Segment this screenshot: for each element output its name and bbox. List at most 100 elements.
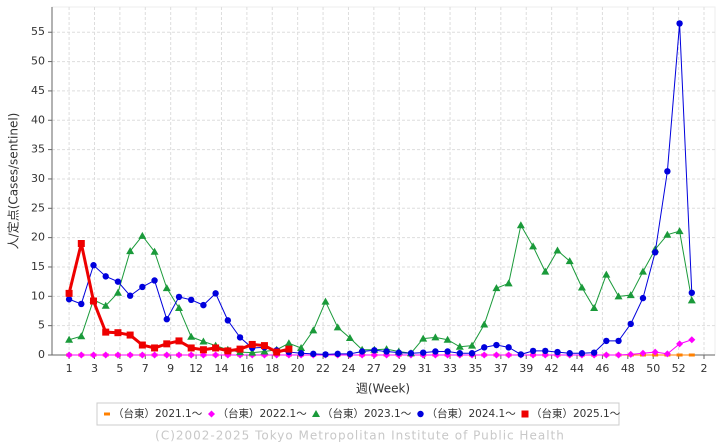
- x-tick-label: 37: [494, 362, 508, 375]
- x-tick-label: 3: [91, 362, 98, 375]
- marker: [651, 249, 659, 256]
- marker: [151, 351, 159, 359]
- marker: [626, 291, 635, 299]
- x-tick-label: 16: [240, 362, 254, 375]
- marker: [236, 334, 244, 341]
- x-tick-label: 7: [142, 362, 149, 375]
- marker: [480, 351, 488, 359]
- series-line: [69, 339, 692, 356]
- marker: [602, 270, 611, 278]
- x-tick-label: 29: [392, 362, 406, 375]
- y-tick-label: 30: [31, 172, 45, 185]
- marker: [200, 301, 207, 309]
- marker: [138, 351, 146, 359]
- marker: [163, 316, 170, 323]
- legend-box: [96, 402, 620, 426]
- marker: [138, 231, 147, 239]
- marker: [138, 341, 146, 349]
- marker: [577, 283, 586, 291]
- marker: [273, 348, 281, 356]
- marker: [248, 348, 257, 356]
- marker: [309, 326, 318, 334]
- x-tick-label: 52: [672, 362, 686, 375]
- marker: [212, 290, 219, 297]
- legend-label: （台東）2025.1～: [531, 407, 621, 420]
- marker: [553, 246, 562, 254]
- marker: [175, 337, 183, 345]
- marker: [78, 300, 85, 308]
- marker: [529, 347, 537, 355]
- marker: [224, 347, 232, 355]
- marker: [517, 351, 525, 358]
- marker: [493, 341, 500, 349]
- series: [65, 20, 696, 358]
- marker: [163, 340, 171, 348]
- marker: [260, 347, 269, 355]
- marker: [590, 304, 599, 312]
- marker: [383, 348, 390, 355]
- marker: [322, 351, 329, 358]
- y-tick-label: 35: [31, 143, 45, 156]
- footer: (C)2002-2025 Tokyo Metropolitan Institut…: [155, 429, 565, 443]
- marker: [199, 351, 207, 359]
- marker: [419, 349, 427, 356]
- x-tick-label: 44: [570, 362, 584, 375]
- marker: [638, 267, 647, 275]
- y-tick-label: 50: [31, 55, 45, 68]
- marker: [542, 347, 549, 355]
- x-tick-label: 14: [214, 362, 228, 375]
- marker: [212, 351, 220, 359]
- marker: [151, 344, 159, 352]
- marker: [505, 351, 513, 359]
- marker: [468, 350, 476, 357]
- marker: [663, 230, 672, 238]
- y-tick-label: 55: [31, 25, 45, 38]
- marker: [516, 221, 525, 229]
- x-tick-label: 9: [167, 362, 174, 375]
- marker: [432, 348, 439, 355]
- marker: [444, 348, 451, 355]
- marker: [90, 262, 97, 269]
- marker: [639, 294, 647, 302]
- marker: [126, 351, 134, 359]
- marker: [102, 351, 110, 359]
- marker: [333, 323, 342, 331]
- x-tick-label: 35: [468, 362, 482, 375]
- marker: [102, 273, 109, 280]
- marker: [224, 317, 232, 324]
- marker: [199, 337, 208, 345]
- y-tick-label: 15: [31, 260, 45, 273]
- legend-label: （台東）2024.1～: [427, 407, 517, 420]
- x-tick-label: 48: [621, 362, 635, 375]
- marker: [187, 296, 195, 304]
- marker: [504, 279, 513, 287]
- marker: [310, 350, 317, 358]
- marker: [688, 336, 696, 344]
- marker: [65, 335, 74, 343]
- x-tick-label: 5: [116, 362, 123, 375]
- marker: [126, 247, 135, 255]
- marker: [126, 331, 134, 339]
- marker: [187, 332, 196, 340]
- marker: [90, 297, 98, 305]
- marker: [77, 332, 86, 340]
- marker: [284, 339, 293, 347]
- marker: [602, 351, 610, 359]
- marker: [260, 342, 268, 350]
- marker: [358, 348, 366, 355]
- marker: [456, 350, 464, 357]
- marker: [565, 257, 574, 265]
- marker: [150, 247, 159, 255]
- marker: [663, 350, 671, 358]
- marker: [212, 344, 220, 352]
- marker: [90, 351, 98, 359]
- marker: [627, 350, 635, 358]
- marker: [590, 349, 598, 356]
- marker: [114, 329, 122, 337]
- marker: [566, 350, 573, 357]
- marker: [688, 289, 696, 296]
- legend-label: （台東）2021.1～: [113, 407, 203, 420]
- legend-label: （台東）2023.1～: [322, 407, 412, 420]
- marker: [174, 304, 183, 312]
